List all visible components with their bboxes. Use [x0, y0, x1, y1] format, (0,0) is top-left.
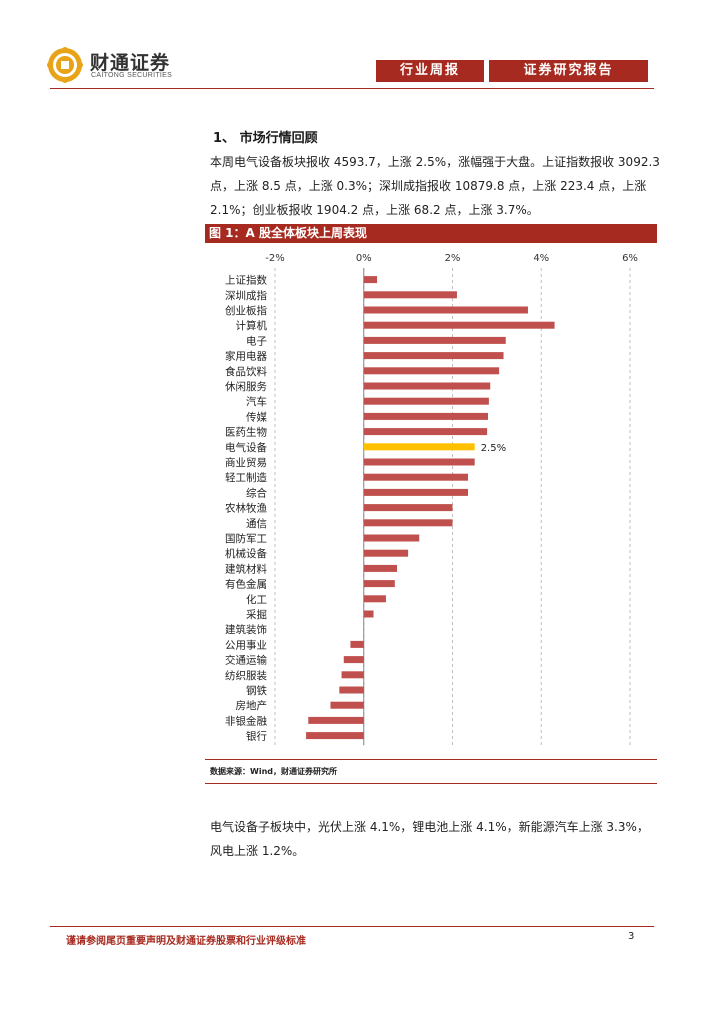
category-label: 汽车	[246, 395, 267, 408]
bar-4	[363, 321, 555, 329]
category-label: 创业板指	[225, 304, 267, 317]
category-label: 化工	[246, 593, 267, 606]
data-source: 数据来源：Wind，财通证券研究所	[210, 767, 337, 776]
footer-divider	[50, 926, 654, 927]
bar-11	[363, 428, 488, 436]
bar-6	[363, 352, 504, 360]
paragraph-line: 2.1%；创业板报收 1904.2 点，上涨 68.2 点，上涨 3.7%。	[210, 203, 539, 217]
category-label: 电子	[246, 334, 267, 347]
bar-20	[363, 564, 398, 572]
x-tick-label: 4%	[533, 253, 549, 264]
bar-31	[306, 732, 364, 740]
bar-17	[363, 519, 453, 527]
category-label: 机械设备	[225, 547, 267, 560]
brand-logo: 财通证券 CAITONG SECURITIES	[46, 46, 196, 86]
bar-14	[363, 473, 469, 481]
bar-3	[363, 306, 528, 314]
bar-29	[330, 701, 364, 709]
bar-16	[363, 504, 453, 512]
report-category-tab: 证券研究报告	[489, 60, 648, 82]
paragraph-line: 电气设备子板块中，光伏上涨 4.1%，锂电池上涨 4.1%，新能源汽车上涨 3.…	[210, 820, 649, 834]
category-label: 通信	[246, 518, 267, 530]
category-label: 电气设备	[225, 441, 267, 454]
category-label: 家用电器	[225, 350, 267, 363]
category-label: 公用事业	[225, 638, 267, 651]
bar-7	[363, 367, 500, 375]
category-label: 轻工制造	[225, 471, 267, 484]
bar-15	[363, 488, 469, 496]
bar-2	[363, 291, 457, 299]
bar-28	[339, 686, 364, 694]
header-divider	[50, 88, 654, 89]
category-label: 房地产	[236, 699, 268, 712]
footer-disclaimer: 谨请参阅尾页重要声明及财通证券股票和行业评级标准	[66, 936, 306, 947]
source-divider-bottom	[205, 783, 657, 784]
page-number: 3	[628, 931, 635, 942]
category-label: 商业贸易	[225, 456, 267, 469]
x-tick-label: 2%	[445, 253, 461, 264]
paragraph-line: 点，上涨 8.5 点，上涨 0.3%；深圳成指报收 10879.8 点，上涨 2…	[210, 179, 647, 193]
market-review-paragraph: 本周电气设备板块报收 4593.7，上涨 2.5%，涨幅强于大盘。上证指数报收 …	[210, 150, 660, 222]
caitong-coin-icon	[47, 47, 83, 83]
paragraph-line: 风电上涨 1.2%。	[210, 844, 305, 858]
bar-12	[363, 443, 475, 451]
category-label: 综合	[246, 486, 267, 499]
category-label: 有色金属	[225, 578, 267, 591]
category-label: 国防军工	[225, 532, 267, 545]
category-label: 医药生物	[225, 426, 267, 439]
figure-caption: 图 1：A 股全体板块上周表现	[205, 224, 657, 243]
bar-10	[363, 412, 488, 420]
category-label: 深圳成指	[225, 289, 267, 302]
x-tick-label: -2%	[265, 253, 284, 264]
report-type-tab: 行业周报	[376, 60, 484, 82]
category-label: 非银金融	[225, 714, 267, 727]
category-label: 计算机	[236, 319, 268, 332]
bar-21	[363, 580, 395, 588]
bar-8	[363, 382, 491, 390]
bar-19	[363, 549, 409, 557]
bar-1	[363, 276, 378, 284]
category-label: 休闲服务	[225, 380, 267, 393]
x-tick-label: 6%	[622, 253, 638, 264]
category-label: 纺织服装	[225, 669, 267, 682]
category-label: 建筑装饰	[225, 623, 267, 636]
category-label: 农林牧渔	[225, 502, 267, 515]
bar-18	[363, 534, 420, 542]
category-label: 钢铁	[246, 684, 267, 697]
bar-9	[363, 397, 489, 405]
category-label: 建筑材料	[225, 562, 267, 575]
bar-30	[308, 716, 364, 724]
bar-27	[341, 671, 364, 679]
category-label: 交通运输	[225, 654, 267, 667]
sector-performance-chart: -2% 0% 2% 4% 6% 上证指数深圳成指创业板指计算机电子家用电器食品饮料休闲服务…	[225, 253, 638, 746]
brand-name-cn: 财通证券	[90, 52, 171, 74]
source-divider-top	[205, 759, 657, 760]
bar-22	[363, 595, 386, 603]
paragraph-line: 本周电气设备板块报收 4593.7，上涨 2.5%，涨幅强于大盘。上证指数报收 …	[210, 155, 660, 169]
bar-25	[350, 640, 364, 648]
subsector-paragraph: 电气设备子板块中，光伏上涨 4.1%，锂电池上涨 4.1%，新能源汽车上涨 3.…	[210, 815, 656, 863]
highlight-data-label: 2.5%	[481, 443, 506, 454]
category-label: 上证指数	[225, 274, 267, 287]
category-label: 银行	[246, 730, 267, 743]
bar-13	[363, 458, 475, 466]
bar-5	[363, 336, 506, 344]
category-label: 食品饮料	[225, 365, 267, 378]
category-label: 传媒	[246, 410, 267, 423]
section-title: 1、 市场行情回顾	[213, 131, 318, 146]
x-tick-label: 0%	[356, 253, 372, 264]
category-label: 采掘	[246, 608, 267, 621]
bar-26	[343, 656, 364, 664]
brand-name-en: CAITONG SECURITIES	[91, 72, 173, 79]
bar-23	[363, 610, 374, 618]
